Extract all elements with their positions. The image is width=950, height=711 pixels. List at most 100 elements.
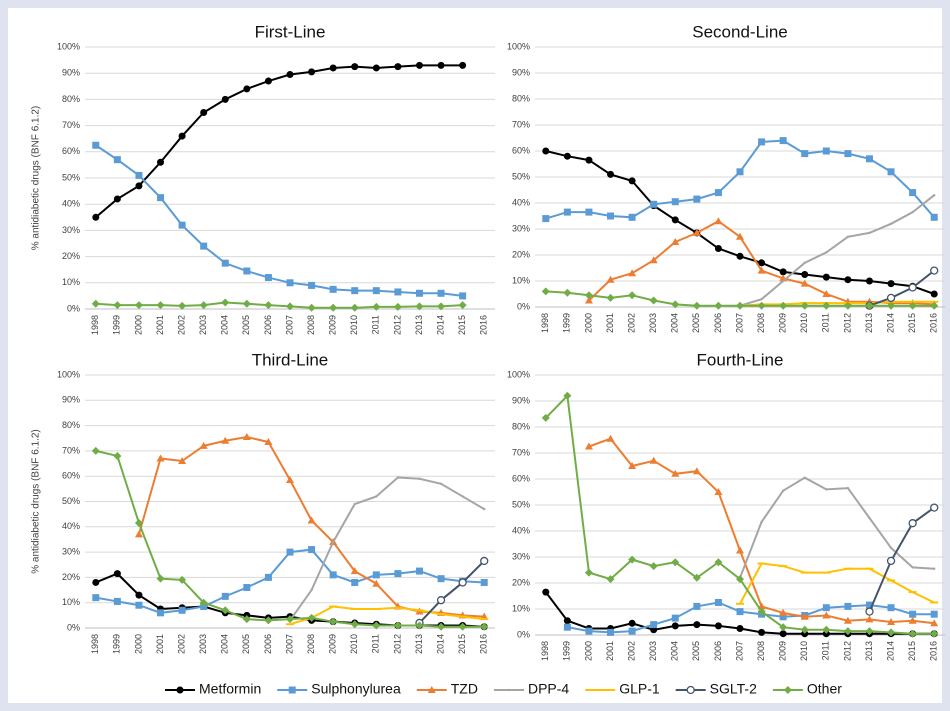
- x-tick-label: 2008: [306, 634, 316, 654]
- marker: [822, 290, 831, 297]
- y-tick-label: 80%: [62, 94, 80, 104]
- marker: [113, 301, 122, 310]
- marker: [930, 601, 939, 604]
- panel-background: [8, 8, 942, 703]
- chart-title: Fourth-Line: [697, 350, 784, 369]
- marker: [803, 261, 806, 264]
- marker: [822, 147, 830, 155]
- y-tick-label: 90%: [512, 67, 530, 77]
- marker: [563, 623, 571, 631]
- marker: [542, 215, 550, 223]
- x-tick-label: 2013: [864, 641, 874, 661]
- marker: [844, 150, 852, 158]
- x-tick-label: 2002: [626, 313, 636, 333]
- marker: [350, 620, 359, 629]
- y-tick-label: 70%: [62, 120, 80, 130]
- marker: [844, 276, 852, 284]
- marker: [933, 194, 936, 197]
- legend-marker: [427, 686, 436, 693]
- x-tick-label: 2005: [241, 315, 251, 335]
- marker: [393, 606, 402, 609]
- y-tick-label: 20%: [512, 249, 530, 259]
- series-line: [739, 476, 935, 579]
- marker: [221, 436, 230, 444]
- y-tick-label: 20%: [62, 251, 80, 261]
- marker: [418, 477, 421, 480]
- marker: [200, 109, 208, 116]
- marker: [650, 200, 658, 208]
- marker: [822, 273, 830, 281]
- marker: [781, 279, 785, 283]
- marker: [350, 608, 359, 611]
- marker: [911, 566, 914, 569]
- x-tick-label: 2009: [778, 641, 788, 661]
- x-tick-label: 2005: [691, 313, 701, 333]
- chart-title: Third-Line: [252, 350, 329, 369]
- y-tick-label: 50%: [62, 172, 80, 182]
- y-tick-label: 50%: [512, 499, 530, 509]
- series-line: [739, 194, 935, 307]
- marker: [865, 155, 873, 163]
- y-tick-label: 80%: [512, 421, 530, 431]
- x-tick-label: 2001: [155, 315, 165, 335]
- y-tick-label: 40%: [62, 521, 80, 531]
- x-tick-label: 2012: [842, 313, 852, 333]
- marker: [671, 614, 679, 622]
- marker: [350, 567, 359, 575]
- marker: [415, 567, 423, 575]
- marker: [437, 622, 446, 631]
- marker: [908, 629, 917, 638]
- y-axis-label: % antidiabetic drugs (BNF 6.1.2): [31, 429, 42, 574]
- marker: [760, 298, 763, 301]
- marker: [372, 571, 380, 579]
- marker: [930, 266, 939, 275]
- marker: [671, 622, 679, 630]
- marker: [243, 584, 251, 592]
- marker: [92, 594, 100, 602]
- marker: [779, 608, 788, 616]
- y-tick-label: 100%: [507, 41, 530, 51]
- y-tick-label: 100%: [507, 369, 530, 379]
- marker: [157, 194, 165, 202]
- x-tick-label: 2007: [734, 313, 744, 333]
- y-tick-label: 0%: [517, 629, 530, 639]
- marker: [157, 609, 165, 617]
- marker: [221, 95, 229, 103]
- marker: [822, 604, 830, 612]
- series-line: [739, 562, 935, 605]
- y-tick-label: 30%: [512, 551, 530, 561]
- marker: [650, 621, 658, 629]
- marker: [415, 609, 424, 612]
- x-tick-label: 2000: [133, 315, 143, 335]
- x-tick-label: 2004: [670, 641, 680, 661]
- marker: [886, 293, 896, 303]
- series-line: [869, 269, 935, 307]
- marker: [135, 182, 143, 190]
- x-tick-label: 2015: [907, 641, 917, 661]
- y-tick-label: 20%: [62, 572, 80, 582]
- marker: [606, 293, 615, 302]
- marker: [351, 578, 359, 586]
- x-tick-label: 2016: [479, 315, 489, 335]
- marker: [396, 476, 400, 479]
- y-tick-label: 70%: [512, 447, 530, 457]
- marker: [671, 216, 679, 224]
- marker: [865, 567, 874, 570]
- x-tick-label: 2014: [885, 313, 895, 333]
- y-tick-label: 30%: [62, 225, 80, 235]
- x-tick-label: 2011: [371, 315, 381, 334]
- marker: [264, 77, 272, 85]
- marker: [801, 271, 809, 278]
- y-tick-label: 80%: [512, 93, 530, 103]
- marker: [736, 252, 744, 260]
- marker: [393, 302, 402, 311]
- x-tick-label: 2008: [756, 641, 766, 661]
- marker: [671, 558, 680, 567]
- marker: [459, 61, 467, 69]
- marker: [221, 259, 229, 267]
- marker: [736, 575, 744, 584]
- marker: [865, 601, 873, 609]
- marker: [329, 64, 337, 72]
- marker: [264, 573, 272, 581]
